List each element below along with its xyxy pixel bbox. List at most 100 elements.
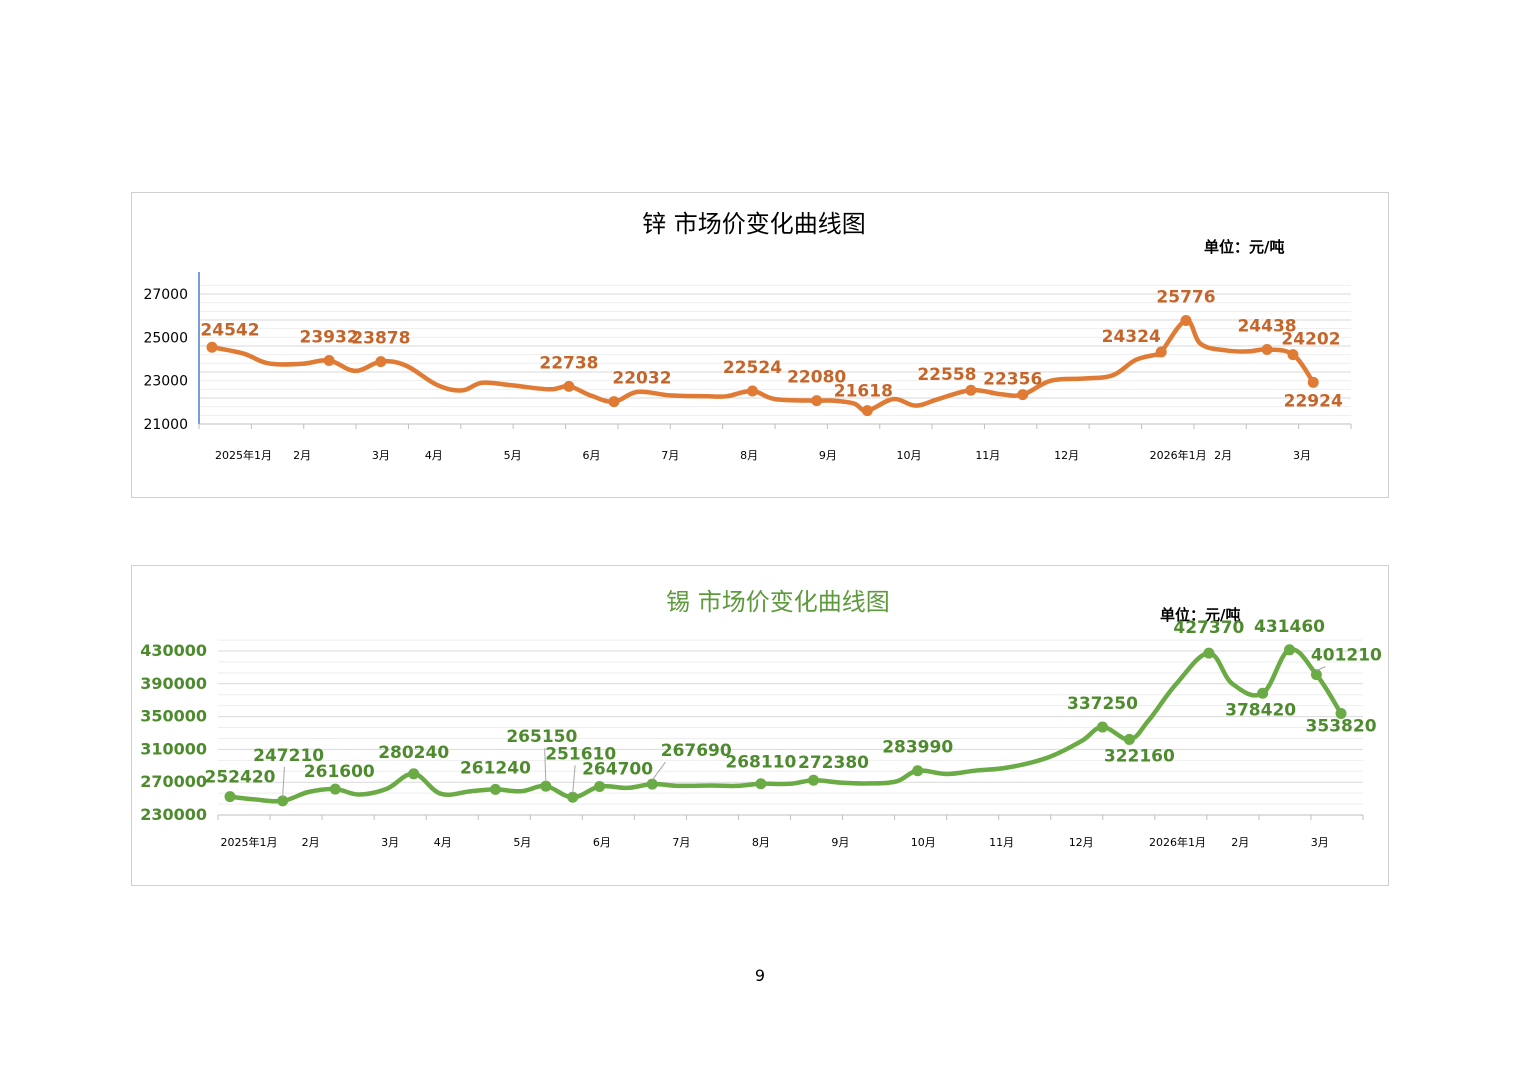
tin-x-tick-label: 10月 — [911, 836, 936, 849]
zinc-x-tick-label: 4月 — [425, 449, 443, 462]
tin-unit-label: 单位：元/吨 — [1160, 606, 1240, 624]
tin-data-label: 378420 — [1225, 700, 1296, 720]
tin-data-label: 261240 — [460, 758, 531, 778]
tin-label-leader — [1316, 666, 1326, 672]
tin-data-label: 272380 — [798, 753, 869, 773]
zinc-data-label: 23932 — [300, 327, 359, 347]
tin-data-label: 280240 — [378, 743, 449, 763]
zinc-data-label: 22524 — [723, 358, 782, 378]
zinc-data-point — [1307, 376, 1319, 388]
tin-data-label: 251610 — [545, 744, 616, 764]
zinc-data-point — [861, 405, 873, 417]
tin-data-point — [408, 768, 420, 780]
tin-data-label: 267690 — [661, 741, 732, 761]
tin-x-tick-label: 11月 — [989, 836, 1014, 849]
zinc-x-tick-label: 5月 — [504, 449, 522, 462]
zinc-data-point — [1261, 344, 1273, 356]
zinc-data-label: 25776 — [1156, 288, 1215, 308]
zinc-x-tick-label: 3月 — [372, 449, 390, 462]
zinc-data-point — [1287, 349, 1299, 361]
zinc-y-tick-label: 27000 — [143, 287, 188, 303]
zinc-x-tick-label: 2月 — [1214, 449, 1232, 462]
tin-data-point — [912, 765, 924, 777]
zinc-x-tick-label: 2026年1月 — [1150, 448, 1207, 462]
tin-x-tick-label: 5月 — [513, 836, 531, 849]
zinc-x-tick-label: 10月 — [896, 449, 921, 462]
tin-data-point — [755, 778, 767, 790]
zinc-data-label: 24202 — [1281, 330, 1340, 350]
tin-label-leader — [282, 766, 285, 797]
tin-x-tick-label: 3月 — [381, 836, 399, 849]
tin-data-point — [1335, 707, 1347, 719]
tin-data-point — [808, 774, 820, 786]
zinc-data-point — [746, 385, 758, 397]
tin-data-point — [489, 783, 501, 795]
zinc-x-tick-label: 6月 — [582, 449, 600, 462]
zinc-data-point — [323, 354, 335, 366]
tin-data-point — [1203, 647, 1215, 659]
tin-y-tick-label: 270000 — [140, 772, 207, 791]
tin-x-tick-label: 2月 — [1231, 836, 1249, 849]
zinc-data-label: 22356 — [983, 370, 1042, 390]
zinc-data-label: 22924 — [1284, 391, 1343, 411]
tin-chart-title: 锡 市场价变化曲线图 — [666, 588, 890, 616]
tin-data-point — [224, 791, 236, 803]
tin-x-ticks — [217, 815, 1364, 820]
zinc-data-label: 23878 — [351, 329, 410, 349]
zinc-data-label: 24324 — [1102, 327, 1161, 347]
tin-y-tick-label: 350000 — [140, 707, 207, 726]
zinc-x-tick-label: 2月 — [293, 449, 311, 462]
tin-chart-panel: 锡 市场价变化曲线图单位：元/吨 230000 270000 310000 350000… — [131, 565, 1389, 886]
tin-y-tick-label: 230000 — [140, 805, 207, 824]
tin-x-tick-label: 4月 — [434, 836, 452, 849]
tin-data-point — [1310, 669, 1322, 681]
zinc-data-point — [1017, 389, 1029, 401]
tin-data-point — [594, 781, 606, 793]
tin-price-line — [227, 647, 1344, 804]
zinc-data-label: 21618 — [834, 382, 893, 402]
tin-data-point — [1096, 721, 1108, 733]
tin-data-label: 431460 — [1254, 617, 1325, 637]
zinc-x-tick-label: 2025年1月 — [215, 448, 272, 462]
tin-label-leader — [651, 761, 666, 781]
zinc-data-label: 22032 — [612, 369, 671, 389]
tin-price-chart: 锡 市场价变化曲线图单位：元/吨 230000 270000 310000 350000… — [140, 588, 1382, 849]
zinc-data-point — [563, 380, 575, 392]
zinc-data-label: 24438 — [1237, 317, 1296, 337]
zinc-data-point — [811, 395, 823, 407]
zinc-chart-panel: 锌 市场价变化曲线图 单位：元/吨 21000 23000 25000 27000 2025… — [131, 192, 1389, 498]
tin-x-tick-label: 2025年1月 — [221, 835, 278, 849]
tin-x-tick-label: 12月 — [1069, 836, 1094, 849]
zinc-data-point — [1180, 315, 1192, 327]
tin-x-tick-label: 7月 — [672, 836, 690, 849]
zinc-y-tick-label: 25000 — [143, 330, 188, 346]
tin-data-point — [1284, 644, 1296, 656]
zinc-x-tick-label: 12月 — [1054, 449, 1079, 462]
tin-label-leader — [572, 765, 576, 794]
tin-x-tick-label: 3月 — [1311, 836, 1329, 849]
tin-data-point — [1123, 733, 1135, 745]
tin-x-tick-label: 8月 — [752, 836, 770, 849]
zinc-data-point — [608, 396, 620, 408]
tin-data-label: 401210 — [1311, 646, 1382, 666]
tin-y-tick-label: 310000 — [140, 739, 207, 758]
tin-data-point — [540, 780, 552, 792]
tin-x-tick-label: 6月 — [593, 836, 611, 849]
tin-data-point — [567, 791, 579, 803]
tin-data-label: 427370 — [1173, 618, 1244, 638]
tin-data-label: 268110 — [725, 753, 796, 773]
tin-y-tick-label: 430000 — [140, 641, 207, 660]
tin-x-tick-label: 2026年1月 — [1149, 835, 1206, 849]
zinc-data-label: 24542 — [200, 320, 259, 340]
tin-data-label: 247210 — [253, 746, 324, 766]
zinc-x-tick-label: 3月 — [1293, 449, 1311, 462]
tin-data-label: 337250 — [1067, 694, 1138, 714]
page-number: 9 — [754, 966, 766, 985]
zinc-unit-label: 单位：元/吨 — [1204, 238, 1284, 256]
tin-data-label: 252420 — [205, 768, 276, 788]
zinc-x-tick-label: 8月 — [740, 449, 758, 462]
zinc-x-tick-label: 9月 — [819, 449, 837, 462]
zinc-data-point — [1155, 346, 1167, 358]
tin-data-label: 322160 — [1104, 746, 1175, 766]
